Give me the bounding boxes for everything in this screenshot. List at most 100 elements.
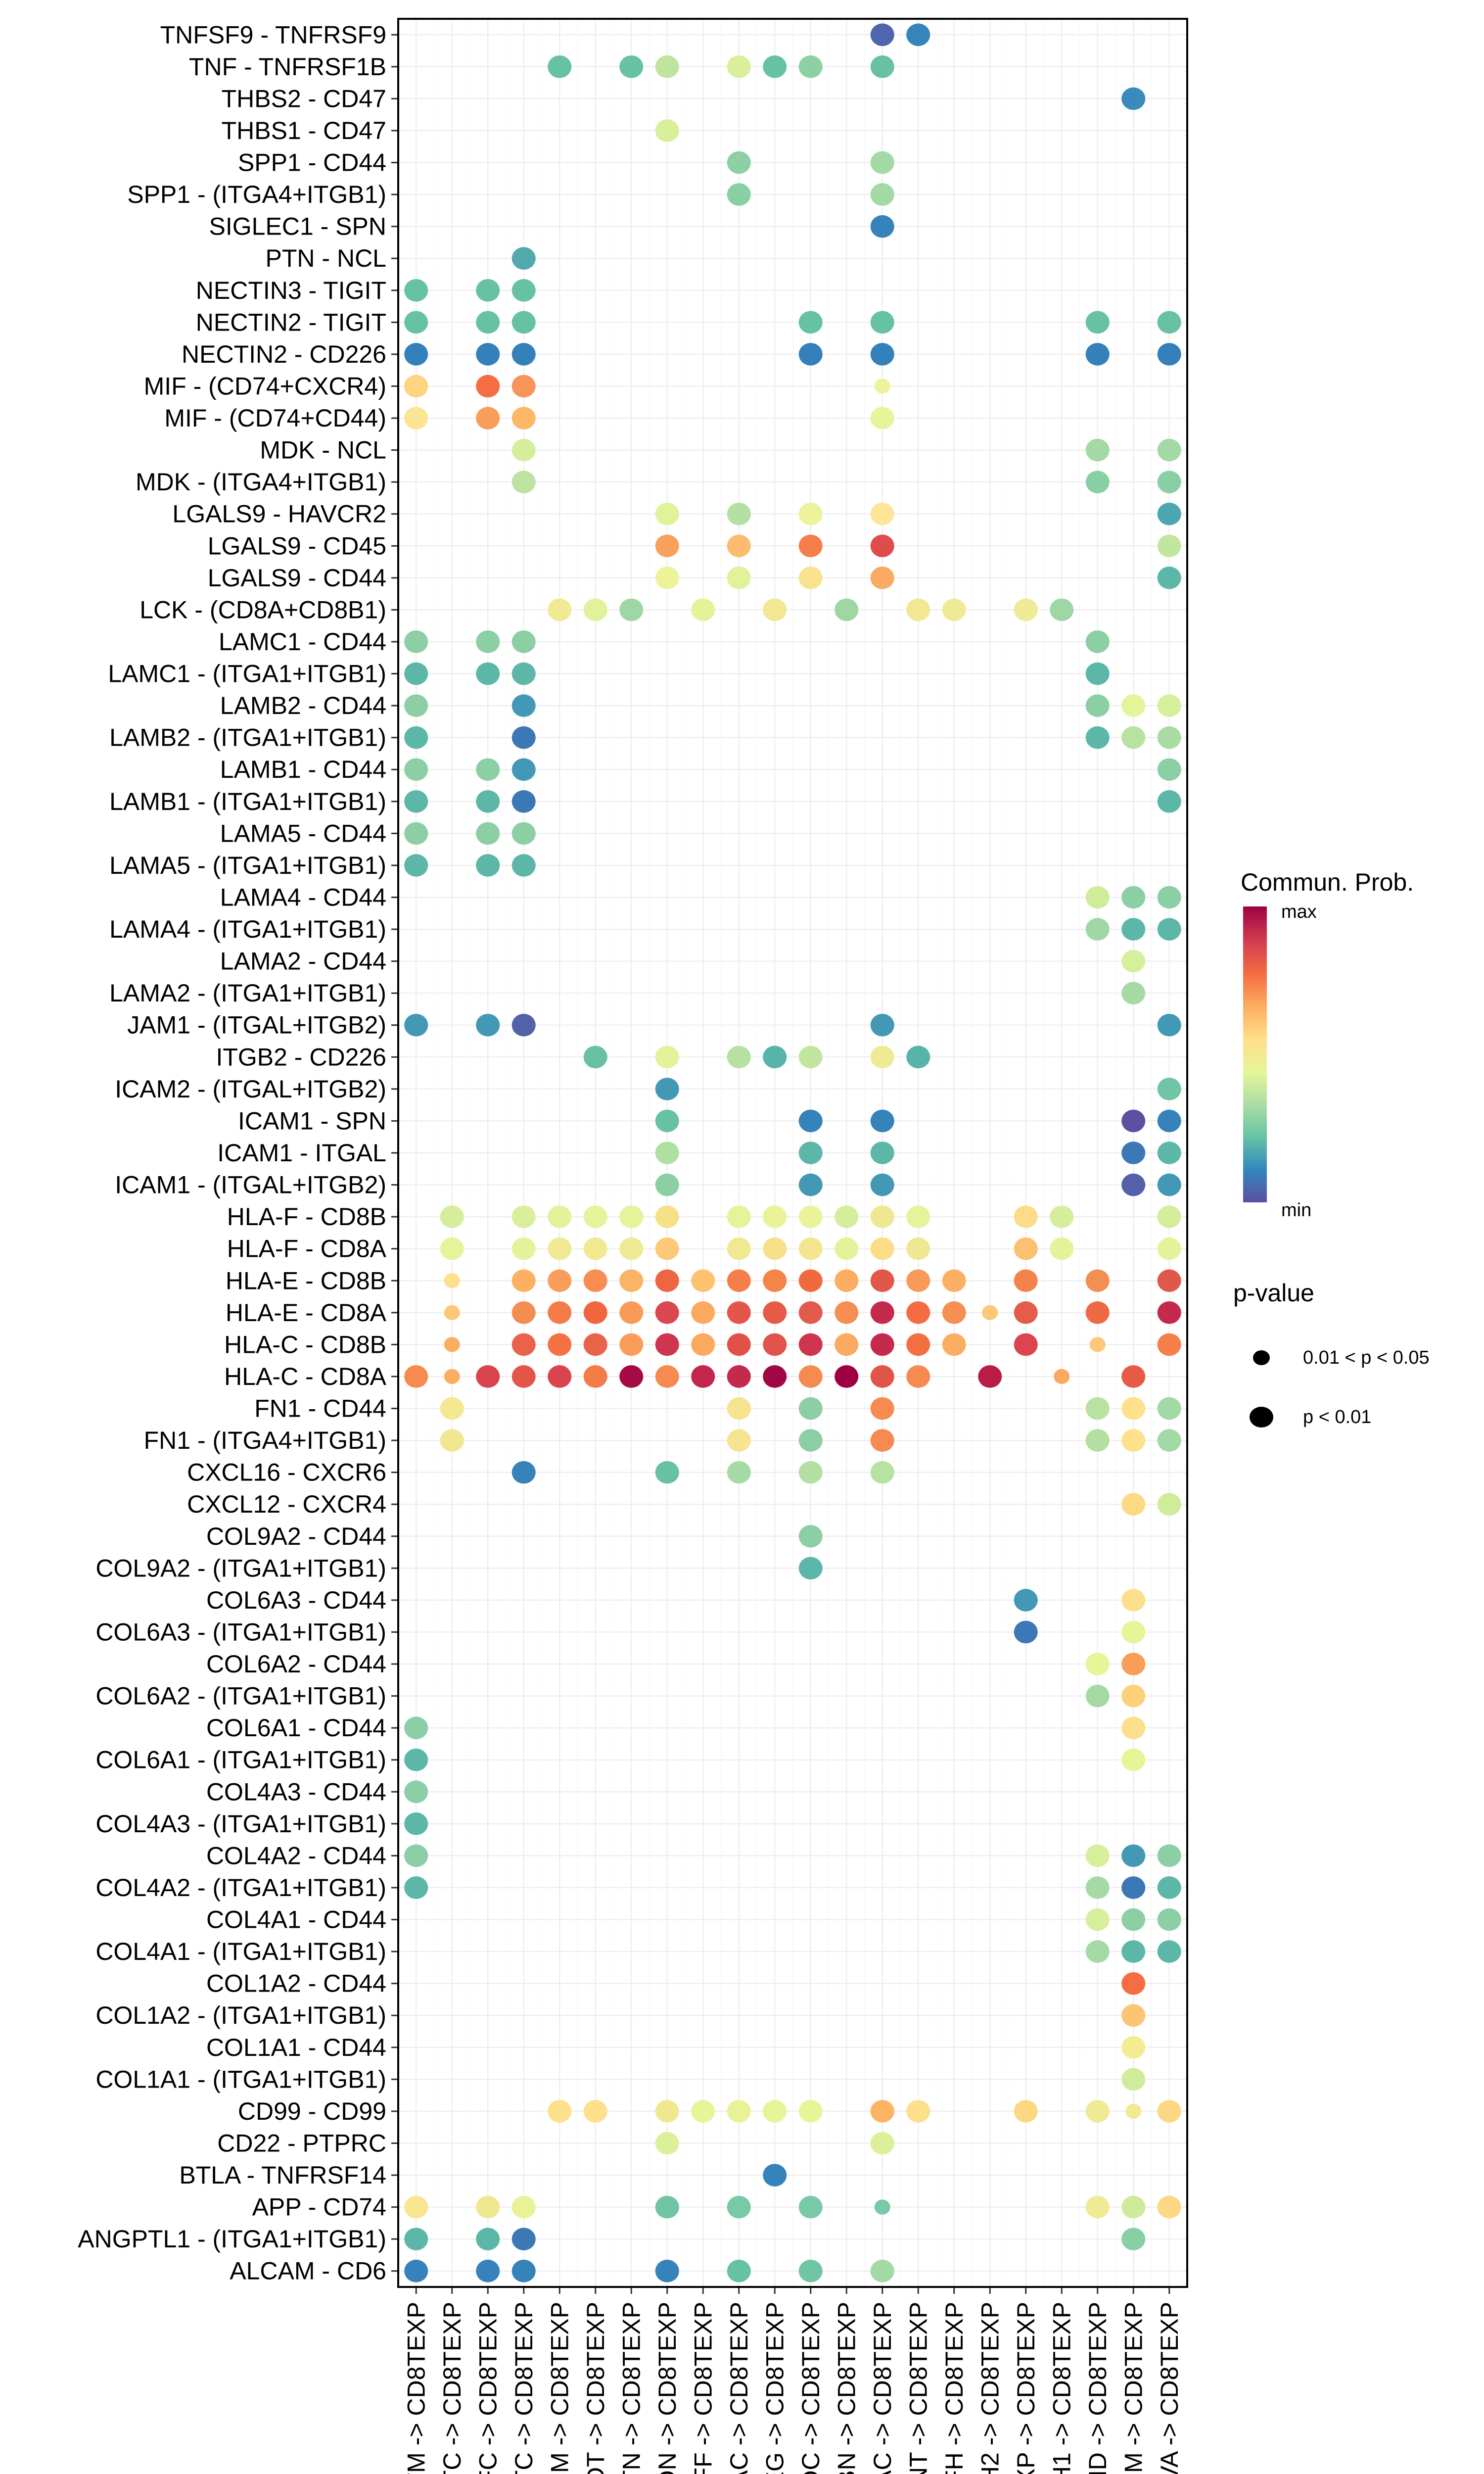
dot: [1157, 567, 1181, 589]
dot: [798, 1557, 823, 1580]
dot: [1085, 1844, 1110, 1867]
size-legend: p-value 0.01 < p < 0.05 p < 0.01: [1233, 1279, 1430, 1427]
dot: [583, 1205, 607, 1228]
dots-layer: [404, 23, 1181, 2283]
dot: [1085, 694, 1110, 717]
dot: [727, 1205, 751, 1228]
dot: [942, 598, 966, 621]
dot: [511, 279, 536, 302]
dot: [511, 343, 536, 366]
dot: [548, 598, 572, 621]
dot: [691, 1333, 715, 1356]
dot: [870, 2259, 894, 2283]
dot: [1085, 1429, 1110, 1452]
x-tick-label: CD8TEFF -> CD8TEXP: [689, 2302, 717, 2474]
dot: [444, 1305, 460, 1321]
y-tick-label: ITGB2 - CD226: [216, 1043, 386, 1071]
dot: [1157, 1876, 1181, 1899]
dot: [1121, 886, 1146, 909]
dot: [1157, 1173, 1181, 1196]
x-tick-label: TH1 -> CD8TEXP: [1048, 2302, 1075, 2474]
dot: [798, 1046, 823, 1069]
y-tick-label: LAMA2 - (ITGA1+ITGB1): [109, 979, 386, 1007]
dot: [404, 1365, 428, 1388]
dot: [870, 151, 894, 174]
dot: [942, 1301, 966, 1324]
dot: [476, 630, 500, 653]
y-tick-label: LGALS9 - CD45: [208, 532, 386, 560]
color-legend-bar: [1243, 906, 1267, 1202]
dot: [1085, 311, 1110, 334]
dot: [798, 1429, 823, 1452]
dot: [978, 1365, 1002, 1388]
dot: [835, 1301, 859, 1324]
dot: [1121, 1844, 1146, 1867]
y-tick-label: HLA-E - CD8A: [226, 1299, 387, 1327]
dot: [763, 598, 787, 621]
dot: [798, 1173, 823, 1196]
dot: [942, 1333, 966, 1356]
x-axis-labels: STM -> CD8TEXP PTC -> CD8TEXP TFC -> CD8TE…: [402, 2287, 1183, 2474]
x-tick-label: CD8TEXP -> CD8TEXP: [1012, 2302, 1040, 2474]
dot: [727, 1365, 751, 1388]
x-tick-label: BN -> CD8TEXP: [833, 2302, 860, 2474]
dot: [476, 279, 500, 302]
dot: [763, 1205, 787, 1228]
dot: [444, 1337, 460, 1352]
dot: [655, 567, 679, 589]
dot: [870, 1142, 894, 1164]
dot: [1157, 534, 1181, 558]
y-tick-label: LAMA5 - (ITGA1+ITGB1): [109, 852, 386, 879]
dot: [511, 1365, 536, 1388]
dot: [404, 822, 428, 845]
y-tick-label: JAM1 - (ITGAL+ITGB2): [127, 1011, 386, 1039]
dot: [1157, 311, 1181, 334]
dot: [404, 1876, 428, 1899]
dot: [691, 1269, 715, 1292]
dot: [870, 1173, 894, 1196]
dot: [511, 311, 536, 334]
x-tick-label: MVA -> CD8TEXP: [1156, 2302, 1183, 2474]
x-tick-label: TFH -> CD8TEXP: [940, 2302, 968, 2474]
dot: [1157, 1109, 1181, 1133]
y-tick-label: COL9A2 - (ITGA1+ITGB1): [95, 1554, 386, 1582]
dot: [1121, 87, 1146, 110]
dot: [727, 1301, 751, 1324]
dot: [1157, 1142, 1181, 1164]
dot: [1050, 1237, 1074, 1260]
y-tick-label: LAMB2 - CD44: [220, 692, 386, 719]
y-tick-label: LAMC1 - CD44: [219, 628, 386, 656]
dot: [1121, 1365, 1146, 1388]
dot: [870, 1461, 894, 1484]
dot: [727, 1397, 751, 1420]
dot: [1157, 1940, 1181, 1963]
dot: [1157, 1908, 1181, 1931]
x-tick-label: CD4TN -> CD8TEXP: [617, 2302, 645, 2474]
dot: [1085, 1269, 1110, 1292]
dot: [1125, 2103, 1142, 2119]
dot: [511, 1301, 536, 1324]
dot: [1157, 1397, 1181, 1420]
y-tick-label: COL6A1 - CD44: [206, 1714, 386, 1742]
dot: [1121, 726, 1146, 749]
dot: [870, 2132, 894, 2155]
dot: [548, 1237, 572, 1260]
y-tick-label: HLA-F - CD8B: [227, 1203, 386, 1231]
dot: [870, 1429, 894, 1452]
dot: [798, 1301, 823, 1324]
dot: [511, 407, 536, 429]
x-tick-label: M2MAC -> CD8TEXP: [869, 2302, 896, 2474]
x-tick-label: cDC -> CD8TEXP: [797, 2302, 825, 2474]
y-tick-label: CXCL12 - CXCR4: [187, 1490, 386, 1518]
dot: [619, 598, 644, 621]
dot: [906, 1269, 930, 1292]
dot: [511, 758, 536, 781]
y-tick-label: BTLA - TNFRSF14: [179, 2161, 386, 2189]
y-tick-label: COL4A1 - (ITGA1+ITGB1): [95, 1938, 386, 1965]
dot: [511, 854, 536, 877]
dot: [870, 215, 894, 238]
dot: [906, 1046, 930, 1069]
dot: [548, 1333, 572, 1356]
dot: [906, 598, 930, 621]
